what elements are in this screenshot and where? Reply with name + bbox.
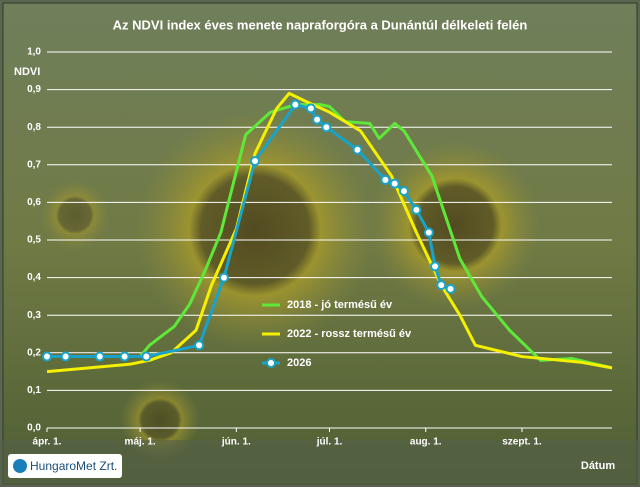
series-line bbox=[47, 103, 613, 370]
point bbox=[411, 204, 422, 215]
y-axis-label: NDVI bbox=[14, 66, 40, 78]
point bbox=[423, 227, 434, 238]
y-tick-label: 0,0 bbox=[27, 423, 41, 434]
series-line bbox=[46, 91, 613, 374]
legend-marker bbox=[266, 358, 276, 368]
y-tick-label: 1,0 bbox=[27, 47, 41, 58]
decor bbox=[135, 110, 375, 350]
logo-text: HungaroMet Zrt. bbox=[30, 459, 117, 473]
point bbox=[249, 156, 260, 167]
y-tick-label: 0,5 bbox=[27, 235, 41, 246]
point bbox=[445, 283, 456, 294]
x-axis-label: Dátum bbox=[581, 460, 615, 472]
point bbox=[94, 351, 105, 362]
x-tick-label: jún. 1. bbox=[221, 437, 251, 448]
x-tick-label: ápr. 1. bbox=[33, 437, 62, 448]
x-tick-label: máj. 1. bbox=[125, 437, 156, 448]
y-tick-label: 0,8 bbox=[27, 122, 41, 133]
point bbox=[436, 280, 447, 291]
point bbox=[194, 340, 205, 351]
point bbox=[42, 351, 52, 362]
point bbox=[389, 178, 400, 189]
decor bbox=[40, 180, 110, 250]
chart-title: Az NDVI index éves menete napraforgóra a… bbox=[113, 17, 528, 32]
x-tick-label: júl. 1. bbox=[316, 437, 343, 448]
legend-label: 2022 - rossz termésű év bbox=[287, 328, 412, 340]
y-tick-label: 0,6 bbox=[27, 197, 41, 208]
decor bbox=[370, 140, 540, 310]
y-tick-label: 0,4 bbox=[27, 272, 41, 283]
point bbox=[218, 272, 229, 283]
point bbox=[312, 114, 323, 125]
y-tick-label: 0,3 bbox=[27, 310, 41, 321]
point bbox=[119, 351, 130, 362]
logo-icon bbox=[13, 459, 27, 473]
point bbox=[60, 351, 71, 362]
legend-label: 2018 - jó termésű év bbox=[287, 299, 393, 311]
point bbox=[352, 144, 363, 155]
y-tick-label: 0,7 bbox=[27, 159, 41, 170]
point bbox=[380, 174, 391, 185]
x-tick-label: aug. 1. bbox=[410, 437, 442, 448]
point bbox=[321, 122, 332, 133]
logo bbox=[8, 454, 122, 478]
point bbox=[399, 186, 410, 197]
point bbox=[290, 99, 301, 110]
x-tick-label: szept. 1. bbox=[502, 437, 542, 448]
y-tick-label: 0,9 bbox=[27, 84, 41, 95]
y-tick-label: 0,2 bbox=[27, 347, 41, 358]
point bbox=[305, 103, 316, 114]
legend-label: 2026 bbox=[287, 357, 311, 369]
point bbox=[430, 261, 441, 272]
y-tick-label: 0,1 bbox=[27, 385, 41, 396]
point bbox=[141, 351, 152, 362]
